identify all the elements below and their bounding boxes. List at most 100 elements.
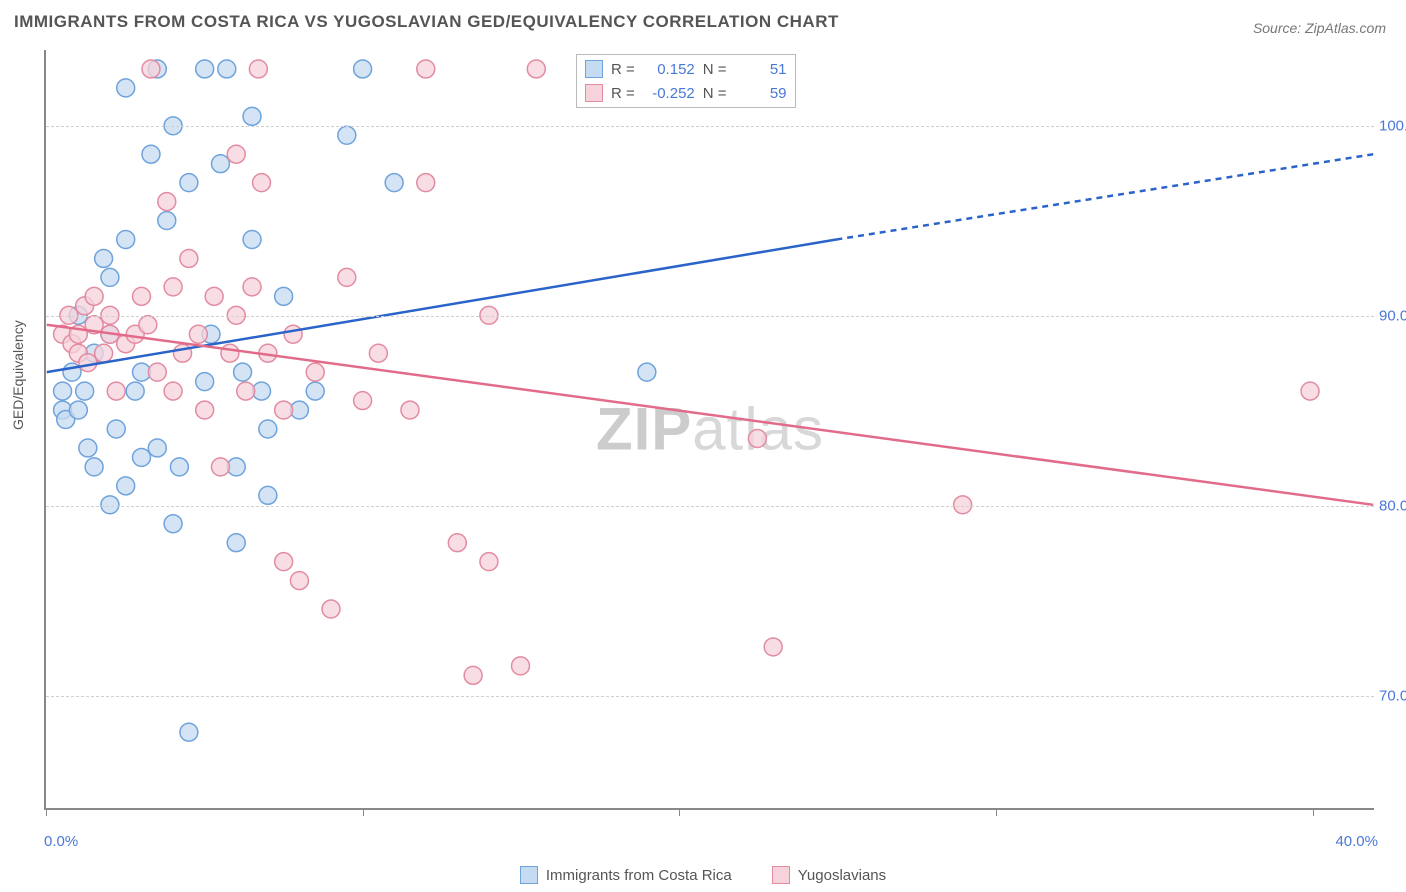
data-point [275, 401, 293, 419]
data-point [253, 174, 271, 192]
data-point [417, 60, 435, 78]
data-point [259, 486, 277, 504]
swatch-series-0 [520, 866, 538, 884]
data-point [512, 657, 530, 675]
series-name-0: Immigrants from Costa Rica [546, 867, 732, 884]
data-point [290, 572, 308, 590]
data-point [196, 373, 214, 391]
source-attribution: Source: ZipAtlas.com [1253, 20, 1386, 36]
data-point [464, 666, 482, 684]
data-point [69, 401, 87, 419]
x-tick [363, 808, 364, 816]
data-point [85, 458, 103, 476]
data-point [249, 60, 267, 78]
x-tick [1313, 808, 1314, 816]
y-tick-label: 100.0% [1379, 118, 1406, 135]
data-point [95, 344, 113, 362]
data-point [205, 287, 223, 305]
chart-plot-area: ZIPatlas R = 0.152 N = 51 R = -0.252 N =… [44, 50, 1374, 810]
data-point [385, 174, 403, 192]
data-point [95, 249, 113, 267]
data-point [527, 60, 545, 78]
series-legend: Immigrants from Costa Rica Yugoslavians [0, 866, 1406, 884]
swatch-series-1 [772, 866, 790, 884]
data-point [76, 382, 94, 400]
data-point [638, 363, 656, 381]
data-point [221, 344, 239, 362]
data-point [322, 600, 340, 618]
data-point [174, 344, 192, 362]
data-point [126, 382, 144, 400]
data-point [79, 354, 97, 372]
swatch-series-1 [585, 84, 603, 102]
correlation-legend: R = 0.152 N = 51 R = -0.252 N = 59 [576, 54, 796, 108]
data-point [85, 287, 103, 305]
data-point [448, 534, 466, 552]
data-point [180, 249, 198, 267]
data-point [196, 401, 214, 419]
data-point [180, 174, 198, 192]
data-point [306, 382, 324, 400]
data-point [401, 401, 419, 419]
data-point [417, 174, 435, 192]
data-point [954, 496, 972, 514]
n-label: N = [703, 85, 727, 102]
trend-line [47, 325, 1374, 505]
data-point [211, 155, 229, 173]
data-point [148, 439, 166, 457]
data-point [142, 145, 160, 163]
legend-row: R = -0.252 N = 59 [585, 81, 787, 105]
data-point [170, 458, 188, 476]
data-point [133, 287, 151, 305]
r-value-0: 0.152 [643, 61, 695, 78]
data-point [218, 60, 236, 78]
n-value-1: 59 [735, 85, 787, 102]
data-point [158, 212, 176, 230]
chart-svg [46, 50, 1374, 808]
y-tick-label: 90.0% [1379, 308, 1406, 325]
r-label: R = [611, 85, 635, 102]
r-value-1: -0.252 [643, 85, 695, 102]
x-tick [46, 808, 47, 816]
data-point [243, 278, 261, 296]
data-point [227, 145, 245, 163]
gridline [46, 316, 1374, 317]
data-point [338, 126, 356, 144]
data-point [164, 278, 182, 296]
legend-item: Immigrants from Costa Rica [520, 866, 732, 884]
data-point [227, 534, 245, 552]
data-point [237, 382, 255, 400]
data-point [180, 723, 198, 741]
gridline [46, 696, 1374, 697]
n-value-0: 51 [735, 61, 787, 78]
data-point [748, 429, 766, 447]
data-point [259, 420, 277, 438]
n-label: N = [703, 61, 727, 78]
data-point [164, 515, 182, 533]
data-point [243, 107, 261, 125]
data-point [101, 496, 119, 514]
data-point [764, 638, 782, 656]
data-point [79, 439, 97, 457]
x-tick-label: 0.0% [44, 833, 78, 850]
data-point [158, 193, 176, 211]
data-point [139, 316, 157, 334]
data-point [107, 382, 125, 400]
data-point [142, 60, 160, 78]
data-point [54, 382, 72, 400]
chart-title: IMMIGRANTS FROM COSTA RICA VS YUGOSLAVIA… [14, 12, 839, 32]
data-point [354, 392, 372, 410]
data-point [1301, 382, 1319, 400]
data-point [117, 231, 135, 249]
data-point [107, 420, 125, 438]
data-point [338, 268, 356, 286]
trend-line [47, 240, 837, 373]
y-tick-label: 80.0% [1379, 498, 1406, 515]
series-name-1: Yugoslavians [798, 867, 886, 884]
data-point [275, 553, 293, 571]
data-point [148, 363, 166, 381]
data-point [306, 363, 324, 381]
gridline [46, 126, 1374, 127]
data-point [164, 382, 182, 400]
data-point [284, 325, 302, 343]
